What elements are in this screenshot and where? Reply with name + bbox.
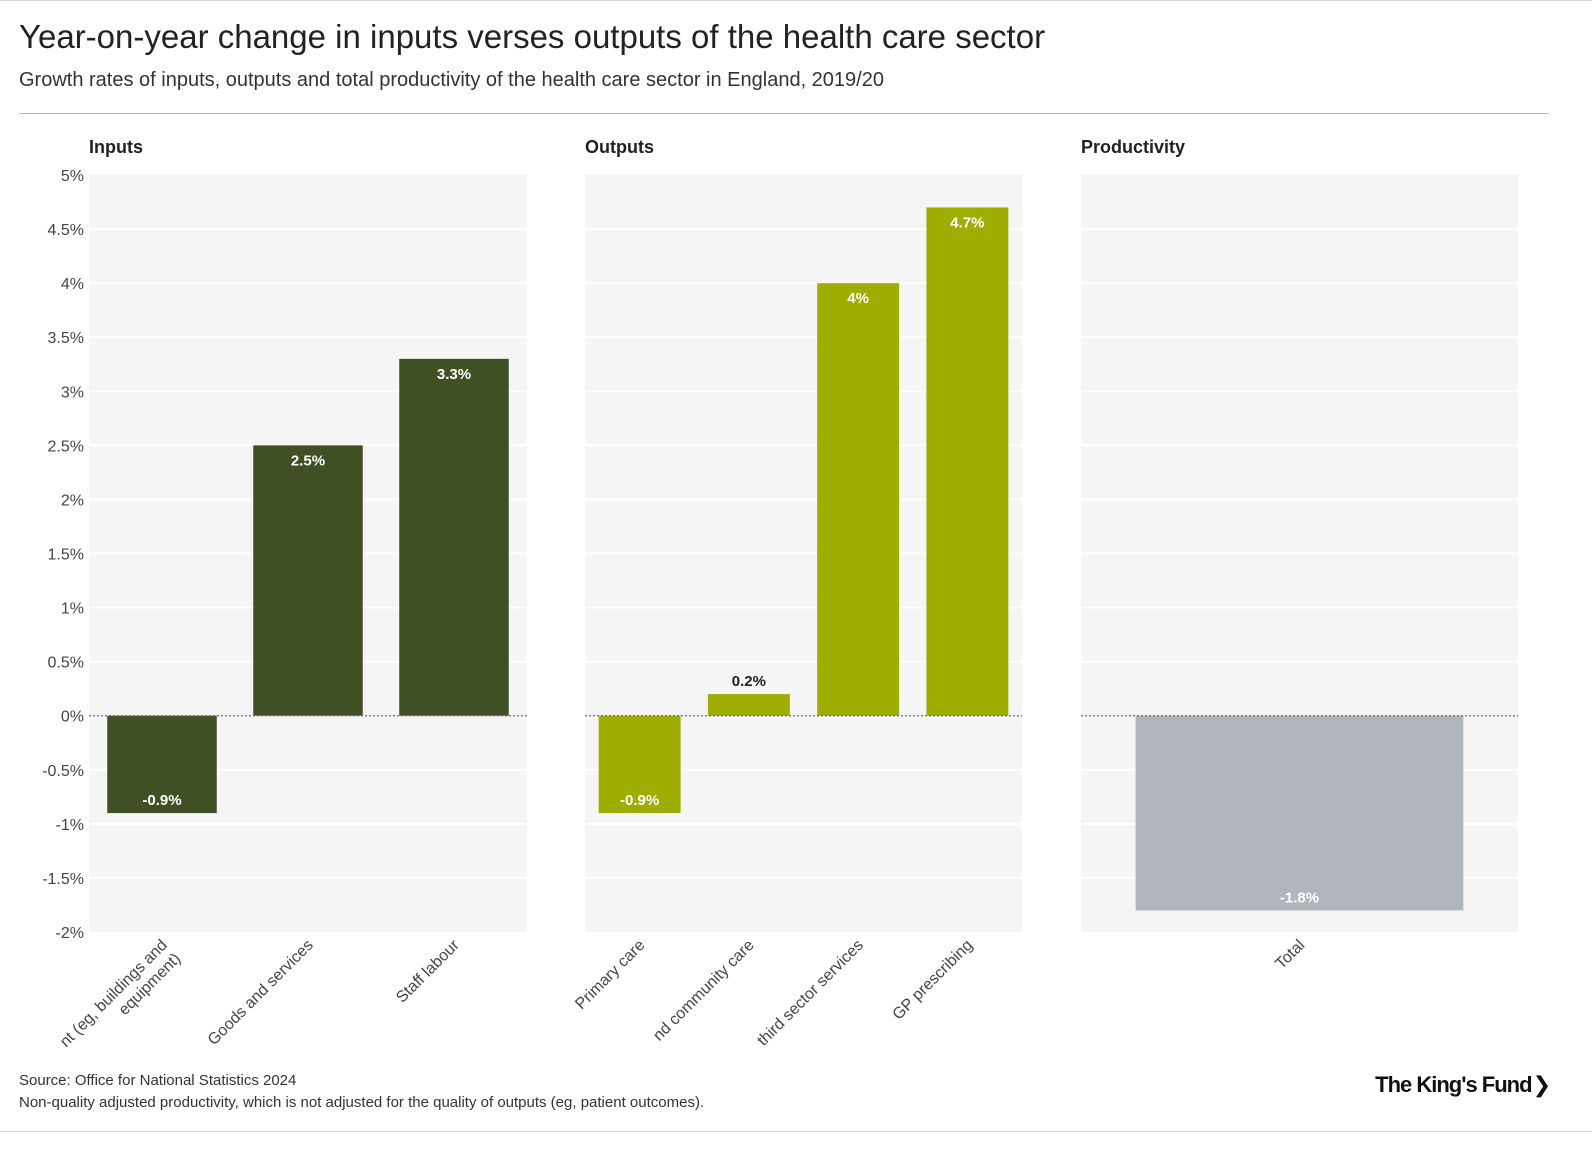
bar[interactable]	[107, 715, 217, 814]
data-label: -0.9%	[620, 792, 659, 809]
x-tick-label-line: GP prescribing	[890, 937, 977, 1024]
y-tick-label: 1%	[61, 601, 84, 618]
x-tick-label-line: third sector services	[754, 937, 867, 1050]
x-tick-label-line: Staff labour	[393, 936, 463, 1006]
data-label: -1.8%	[1280, 889, 1319, 906]
top-border	[0, 0, 1592, 1]
data-label: -0.9%	[142, 792, 181, 809]
chevron-right-icon: ❯	[1532, 1072, 1551, 1097]
y-tick-label: -2%	[56, 925, 84, 942]
x-tick-label: Goods and services	[205, 937, 317, 1049]
bar[interactable]	[598, 715, 681, 814]
y-tick-label: 4.5%	[48, 222, 84, 239]
y-tick-label: -1%	[56, 817, 84, 834]
y-tick-label: 0%	[61, 709, 84, 726]
source-note: Source: Office for National Statistics 2…	[19, 1072, 297, 1089]
y-tick-label: -0.5%	[42, 763, 84, 780]
x-tick-label-line: nd community care	[650, 937, 758, 1045]
footnote: Non-quality adjusted productivity, which…	[19, 1094, 705, 1111]
panel-outputs: Outputs -0.9% Primary care 0.2% nd community…	[572, 137, 1022, 1049]
panel-inputs: Inputs -0.9% nt (eg, buildings andequipmen…	[57, 137, 527, 1060]
chart-subtitle: Growth rates of inputs, outputs and tota…	[19, 69, 884, 91]
x-tick-label: third sector services	[754, 937, 867, 1050]
x-tick-label-line: Primary care	[572, 937, 648, 1013]
y-tick-label: 0.5%	[48, 655, 84, 672]
x-tick-label: Total	[1272, 937, 1308, 973]
x-tick-label-line: Total	[1272, 937, 1308, 973]
panel-title: Outputs	[585, 137, 654, 157]
x-tick-label: nd community care	[650, 937, 758, 1045]
data-label: 2.5%	[291, 452, 325, 469]
logo-text: The King's Fund	[1375, 1072, 1532, 1097]
bar[interactable]	[399, 358, 509, 716]
panel-productivity: Productivity -1.8% Total	[1081, 137, 1518, 973]
panel-title: Inputs	[89, 137, 143, 157]
y-tick-label: 2%	[61, 492, 84, 509]
y-tick-label: -1.5%	[42, 871, 84, 888]
bottom-border	[0, 1131, 1592, 1132]
panel-title: Productivity	[1081, 137, 1185, 157]
bar[interactable]	[926, 207, 1009, 716]
bar[interactable]	[1135, 715, 1464, 911]
y-tick-label: 3.5%	[48, 330, 84, 347]
data-label: 4.7%	[950, 214, 984, 231]
bar[interactable]	[817, 283, 900, 716]
bar-chart: 5% 4.5% 4% 3.5% 3% 2.5% 2% 1.5% 1% 0.5% 0% -0.5% -1%…	[42, 137, 1518, 1060]
bar[interactable]	[253, 445, 363, 716]
y-tick-label: 1.5%	[48, 547, 84, 564]
x-tick-label: Staff labour	[393, 936, 463, 1006]
x-tick-label-line: nt (eg, buildings and	[57, 937, 171, 1051]
x-tick-label: nt (eg, buildings andequipment)	[57, 937, 184, 1060]
kings-fund-logo[interactable]: The King's Fund❯	[1375, 1072, 1551, 1098]
data-label: 0.2%	[732, 673, 766, 690]
header-divider	[19, 113, 1549, 114]
x-tick-label: Primary care	[572, 937, 648, 1013]
data-label: 3.3%	[437, 366, 471, 383]
y-tick-label: 4%	[61, 276, 84, 293]
y-tick-label: 5%	[61, 168, 84, 185]
y-tick-label: 3%	[61, 384, 84, 401]
chart-title: Year-on-year change in inputs verses out…	[19, 18, 1046, 55]
bar[interactable]	[707, 694, 790, 716]
data-label: 4%	[847, 290, 869, 307]
y-tick-label: 2.5%	[48, 438, 84, 455]
x-tick-label: GP prescribing	[890, 937, 977, 1024]
x-tick-label-line: Goods and services	[205, 937, 317, 1049]
